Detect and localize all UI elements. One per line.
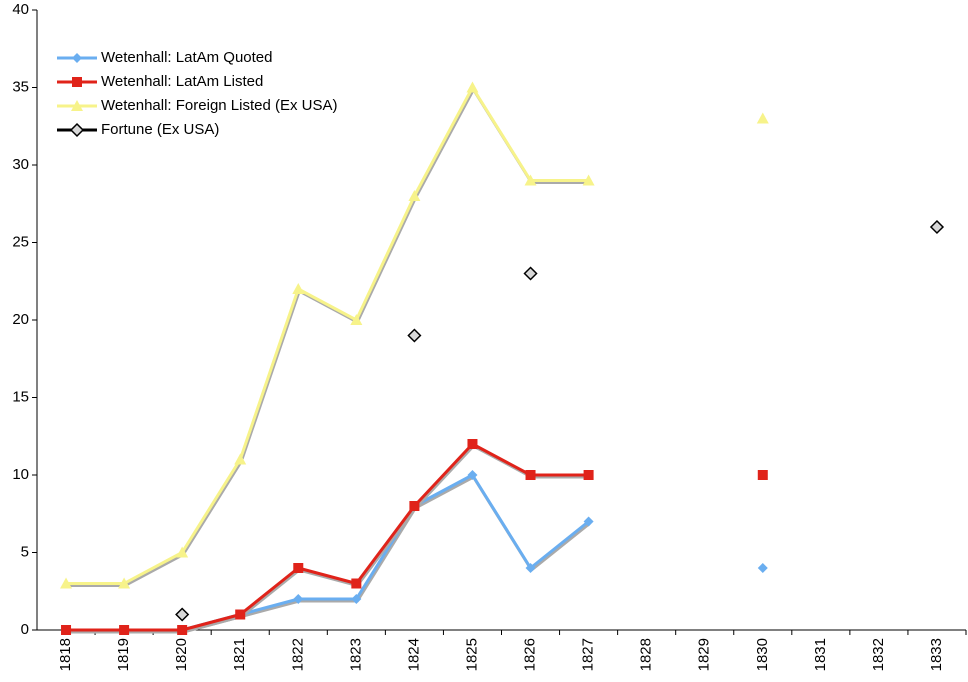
marker <box>176 546 189 558</box>
x-tick-label: 1824 <box>405 638 422 671</box>
y-tick-label: 20 <box>12 311 29 328</box>
x-tick-label: 1832 <box>870 638 887 671</box>
series-line <box>66 475 763 630</box>
marker <box>525 470 536 480</box>
marker <box>293 594 304 604</box>
x-tick-label: 1827 <box>580 638 597 671</box>
line-shadow <box>67 446 764 632</box>
marker <box>72 53 82 63</box>
marker <box>118 577 131 589</box>
x-tick-label: 1823 <box>347 638 364 671</box>
marker <box>350 314 363 325</box>
marker <box>466 81 479 93</box>
y-tick-label: 10 <box>12 466 29 483</box>
marker <box>467 439 478 449</box>
marker <box>351 594 362 604</box>
marker <box>69 122 85 138</box>
marker <box>409 501 420 511</box>
marker <box>524 174 537 186</box>
x-tick-label: 1825 <box>463 638 480 671</box>
x-tick-label: 1819 <box>115 638 132 671</box>
marker <box>929 219 945 235</box>
marker <box>293 563 304 573</box>
y-tick-label: 15 <box>12 388 29 405</box>
marker <box>408 190 421 201</box>
x-tick-label: 1826 <box>522 638 539 671</box>
y-tick-label: 0 <box>21 621 29 638</box>
marker <box>292 283 305 294</box>
marker <box>351 578 362 589</box>
x-tick-label: 1831 <box>812 638 829 671</box>
marker <box>523 266 538 281</box>
marker <box>407 328 422 343</box>
marker <box>582 174 595 186</box>
marker <box>583 516 594 527</box>
marker <box>60 577 73 589</box>
y-tick-label: 40 <box>12 1 29 18</box>
x-tick-label: 1822 <box>289 638 306 671</box>
marker <box>119 625 130 635</box>
marker <box>235 609 246 620</box>
legend-label: Wetenhall: LatAm Quoted <box>101 49 273 66</box>
line-shadow <box>67 477 764 632</box>
marker <box>467 470 478 480</box>
marker <box>757 470 768 480</box>
marker <box>234 453 247 465</box>
x-tick-label: 1830 <box>754 638 771 671</box>
legend-label: Fortune (Ex USA) <box>101 121 219 138</box>
y-tick-label: 30 <box>12 156 29 173</box>
marker <box>61 625 72 635</box>
y-tick-label: 35 <box>12 78 29 95</box>
marker <box>177 625 188 635</box>
legend-label: Wetenhall: Foreign Listed (Ex USA) <box>101 97 338 114</box>
marker <box>71 100 83 111</box>
x-tick-label: 1820 <box>173 638 190 671</box>
legend-label: Wetenhall: LatAm Listed <box>101 73 263 90</box>
x-tick-label: 1828 <box>638 638 655 671</box>
marker <box>757 563 768 573</box>
x-tick-label: 1833 <box>928 638 945 671</box>
marker <box>175 607 190 622</box>
y-tick-label: 25 <box>12 233 29 250</box>
marker <box>583 470 594 480</box>
marker <box>72 77 82 87</box>
marker <box>525 563 536 573</box>
x-tick-label: 1818 <box>57 638 74 671</box>
marker <box>756 112 769 124</box>
x-tick-label: 1829 <box>696 638 713 671</box>
x-tick-label: 1821 <box>231 638 248 671</box>
series-line <box>66 444 763 630</box>
y-tick-label: 5 <box>21 543 29 560</box>
